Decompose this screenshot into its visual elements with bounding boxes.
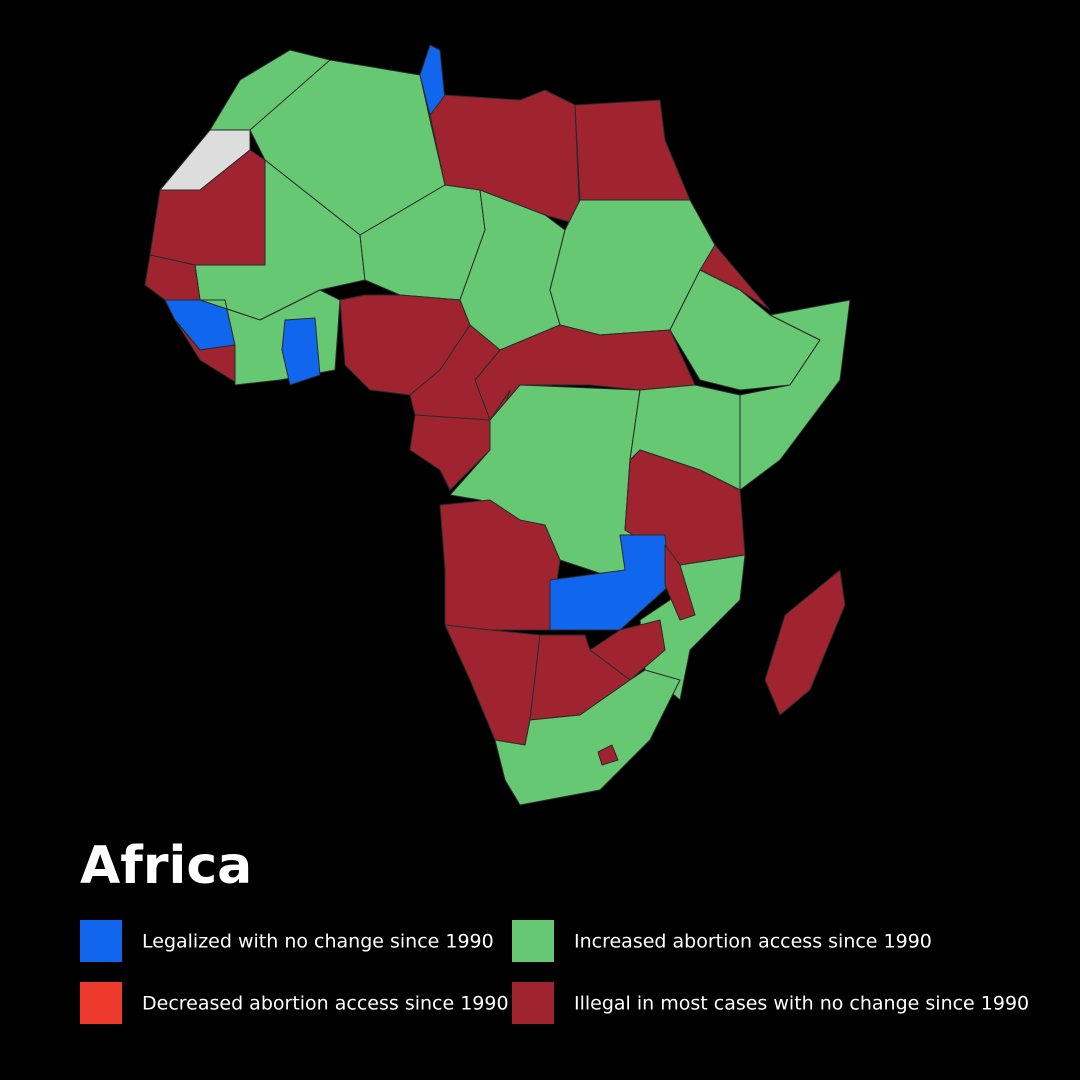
- africa-map: [144, 44, 851, 806]
- zimbabwe: [589, 619, 666, 681]
- lesotho: [597, 744, 619, 766]
- egypt: [574, 99, 691, 201]
- mozambique: [639, 554, 746, 701]
- gabon-congo: [409, 389, 511, 491]
- legend-label: Decreased abortion access since 1990: [142, 993, 509, 1015]
- legend: Legalized with no change since 1990 Incre…: [80, 920, 1029, 1024]
- legend-label: Illegal in most cases with no change sin…: [574, 993, 1029, 1015]
- south-africa: [494, 669, 681, 806]
- map-title: Africa: [80, 836, 252, 896]
- legend-swatch: [80, 920, 122, 962]
- legend-swatch: [80, 982, 122, 1024]
- malawi: [664, 544, 696, 621]
- legend-label: Legalized with no change since 1990: [142, 931, 494, 953]
- tunisia: [419, 44, 446, 116]
- madagascar: [764, 569, 846, 716]
- legend-swatch: [512, 920, 554, 962]
- ghana: [281, 317, 321, 386]
- legend-swatch: [512, 982, 554, 1024]
- legend-label: Increased abortion access since 1990: [574, 931, 932, 953]
